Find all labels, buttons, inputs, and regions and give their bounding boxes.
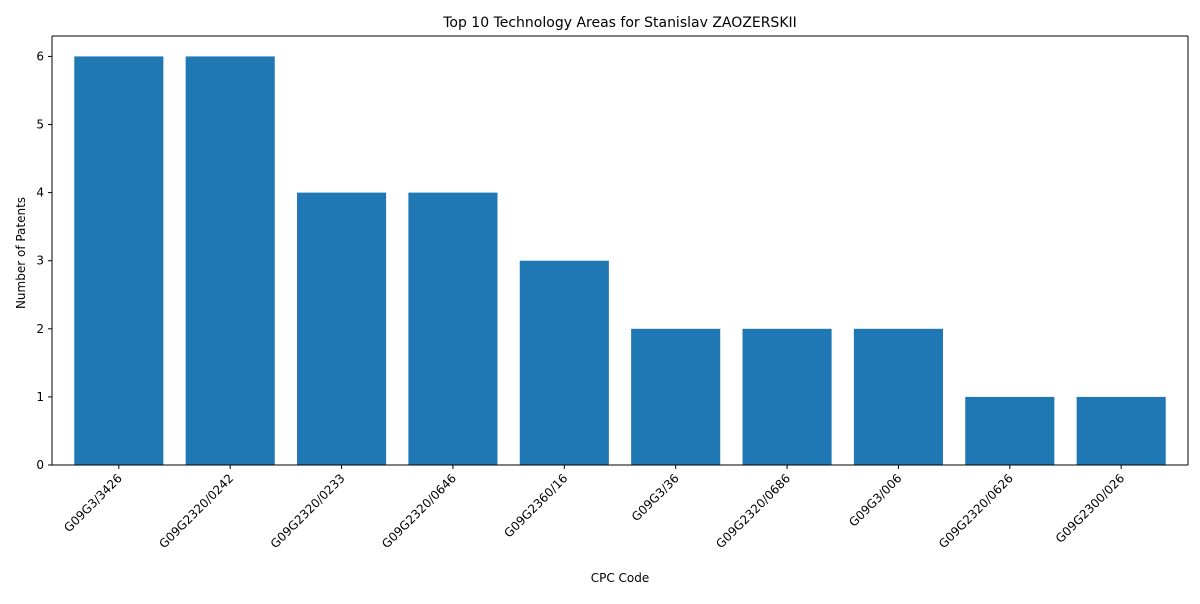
- bar-5: [520, 261, 609, 465]
- y-tick-label: 6: [36, 49, 44, 63]
- x-tick-label: G09G2320/0626: [936, 471, 1016, 551]
- bars-layer: [74, 56, 1165, 465]
- bar-3: [297, 193, 386, 465]
- x-tick-label: G09G3/36: [629, 471, 682, 524]
- bar-7: [743, 329, 832, 465]
- x-tick-label: G09G3/006: [846, 471, 904, 529]
- bar-6: [631, 329, 720, 465]
- x-tick-label: G09G2320/0242: [156, 471, 236, 551]
- x-tick-label: G09G2360/16: [501, 471, 570, 540]
- bar-2: [186, 56, 275, 465]
- x-tick-label: G09G2320/0233: [268, 471, 348, 551]
- bar-9: [965, 397, 1054, 465]
- y-ticks: 0 1 2 3 4 5 6: [36, 49, 52, 472]
- x-tick-label: G09G3/3426: [61, 471, 125, 535]
- chart-title: Top 10 Technology Areas for Stanislav ZA…: [442, 15, 797, 31]
- y-tick-label: 0: [36, 458, 44, 472]
- bar-1: [74, 56, 163, 465]
- bar-8: [854, 329, 943, 465]
- y-tick-label: 2: [36, 322, 44, 336]
- y-tick-label: 4: [36, 186, 44, 200]
- bar-10: [1077, 397, 1166, 465]
- x-ticks: G09G3/3426 G09G2320/0242 G09G2320/0233 G09G…: [61, 465, 1127, 551]
- x-tick-label: G09G2320/0646: [379, 471, 459, 551]
- x-tick-label: G09G2300/026: [1053, 471, 1128, 546]
- y-tick-label: 3: [36, 254, 44, 268]
- x-tick-label: G09G2320/0686: [713, 471, 793, 551]
- x-axis-label: CPC Code: [591, 571, 650, 585]
- y-axis-label: Number of Patents: [14, 197, 28, 309]
- y-tick-label: 5: [36, 118, 44, 132]
- bar-4: [408, 193, 497, 465]
- y-tick-label: 1: [36, 390, 44, 404]
